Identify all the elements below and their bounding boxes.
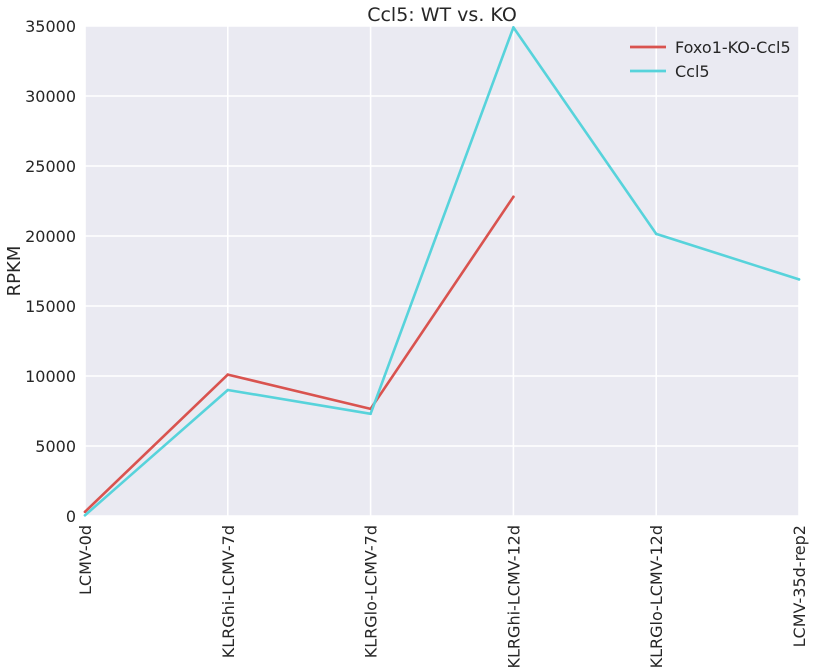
x-tick-label: LCMV-35d-rep2 (790, 525, 809, 647)
x-tick-label: KLRGlo-LCMV-7d (362, 525, 381, 658)
data-point (369, 412, 372, 416)
data-point (512, 195, 515, 199)
y-tick-label: 0 (66, 507, 76, 526)
data-point (226, 388, 230, 392)
y-gridlines (85, 25, 799, 517)
series-lines (83, 26, 801, 517)
y-tick-labels: 0 5000 10000 15000 20000 25000 30000 35000 (25, 17, 76, 526)
series-line-foxo1-ko-ccl5 (83, 195, 515, 514)
data-point (654, 232, 658, 236)
data-point (83, 510, 87, 514)
y-tick-label: 25000 (25, 157, 76, 176)
legend-label: Ccl5 (675, 62, 710, 81)
y-tick-label: 30000 (25, 87, 76, 106)
data-point (83, 514, 87, 517)
x-gridlines (84, 26, 800, 516)
legend-label: Foxo1-KO-Ccl5 (675, 38, 791, 57)
y-axis-label: RPKM (4, 246, 25, 297)
plot-area (85, 26, 799, 516)
y-tick-label: 5000 (35, 437, 76, 456)
x-tick-label: KLRGhi-LCMV-7d (219, 525, 238, 658)
y-tick-label: 35000 (25, 17, 76, 36)
y-tick-label: 15000 (25, 297, 76, 316)
series-line-ccl5 (83, 26, 801, 517)
x-tick-label: LCMV-0d (76, 525, 95, 595)
data-point (797, 278, 801, 281)
chart-title: Ccl5: WT vs. KO (367, 4, 517, 26)
y-tick-label: 10000 (25, 367, 76, 386)
x-tick-label: KLRGhi-LCMV-12d (504, 525, 523, 668)
x-tick-label: KLRGlo-LCMV-12d (647, 525, 666, 668)
x-tick-labels: LCMV-0d KLRGhi-LCMV-7d KLRGlo-LCMV-7d KLRGh… (76, 525, 809, 668)
data-point (226, 373, 230, 376)
y-tick-label: 20000 (25, 227, 76, 246)
legend: Foxo1-KO-Ccl5 Ccl5 (630, 38, 791, 81)
data-point (512, 26, 515, 29)
